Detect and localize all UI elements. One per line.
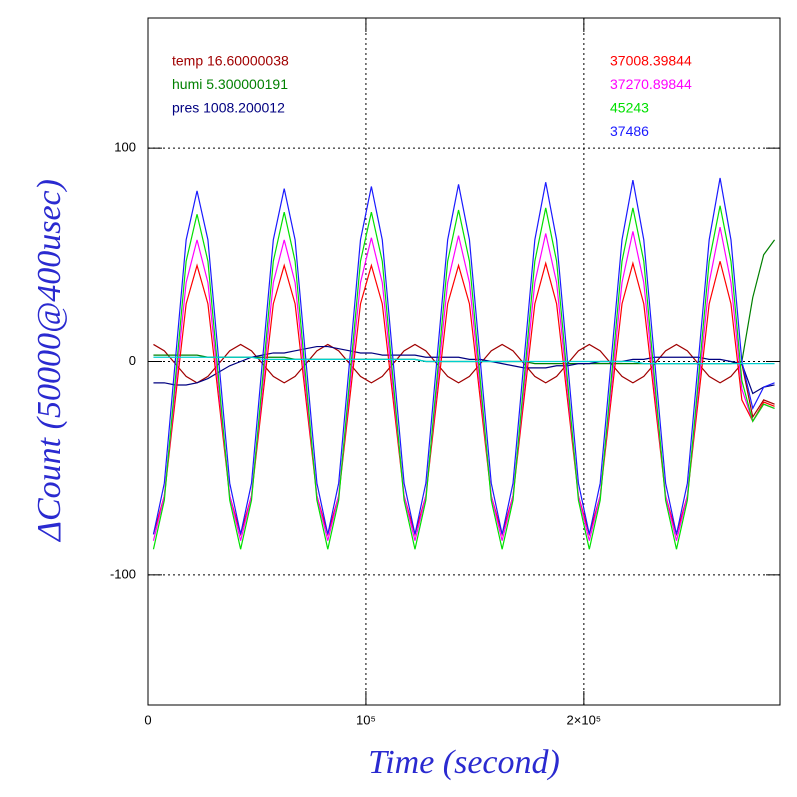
legend-entry: humi 5.300000191 <box>172 76 288 92</box>
y-tick-label: 0 <box>129 353 136 368</box>
y-axis-label: ΔCount (50000@400usec) <box>31 179 68 543</box>
series-line <box>152 177 775 535</box>
y-tick-label: 100 <box>114 140 136 155</box>
legend-entry: 37270.89844 <box>610 76 692 92</box>
legend-entry: 45243 <box>610 100 649 116</box>
series-line <box>153 345 775 395</box>
series-line <box>152 261 775 537</box>
x-tick-label: 0 <box>144 712 151 727</box>
series-line <box>152 226 775 541</box>
legend-entry: pres 1008.200012 <box>172 100 285 116</box>
series-line <box>152 205 775 550</box>
x-tick-label: 10⁵ <box>356 712 376 727</box>
x-tick-label: 2×10⁵ <box>567 712 602 727</box>
legend-entry: 37486 <box>610 123 649 139</box>
x-axis-label: Time (second) <box>368 744 560 781</box>
y-tick-label: -100 <box>110 566 136 581</box>
legend-entry: 37008.39844 <box>610 53 692 69</box>
series-line <box>153 343 775 419</box>
legend-entry: temp 16.60000038 <box>172 53 289 69</box>
plot-frame <box>147 17 781 706</box>
series-line <box>153 356 775 365</box>
